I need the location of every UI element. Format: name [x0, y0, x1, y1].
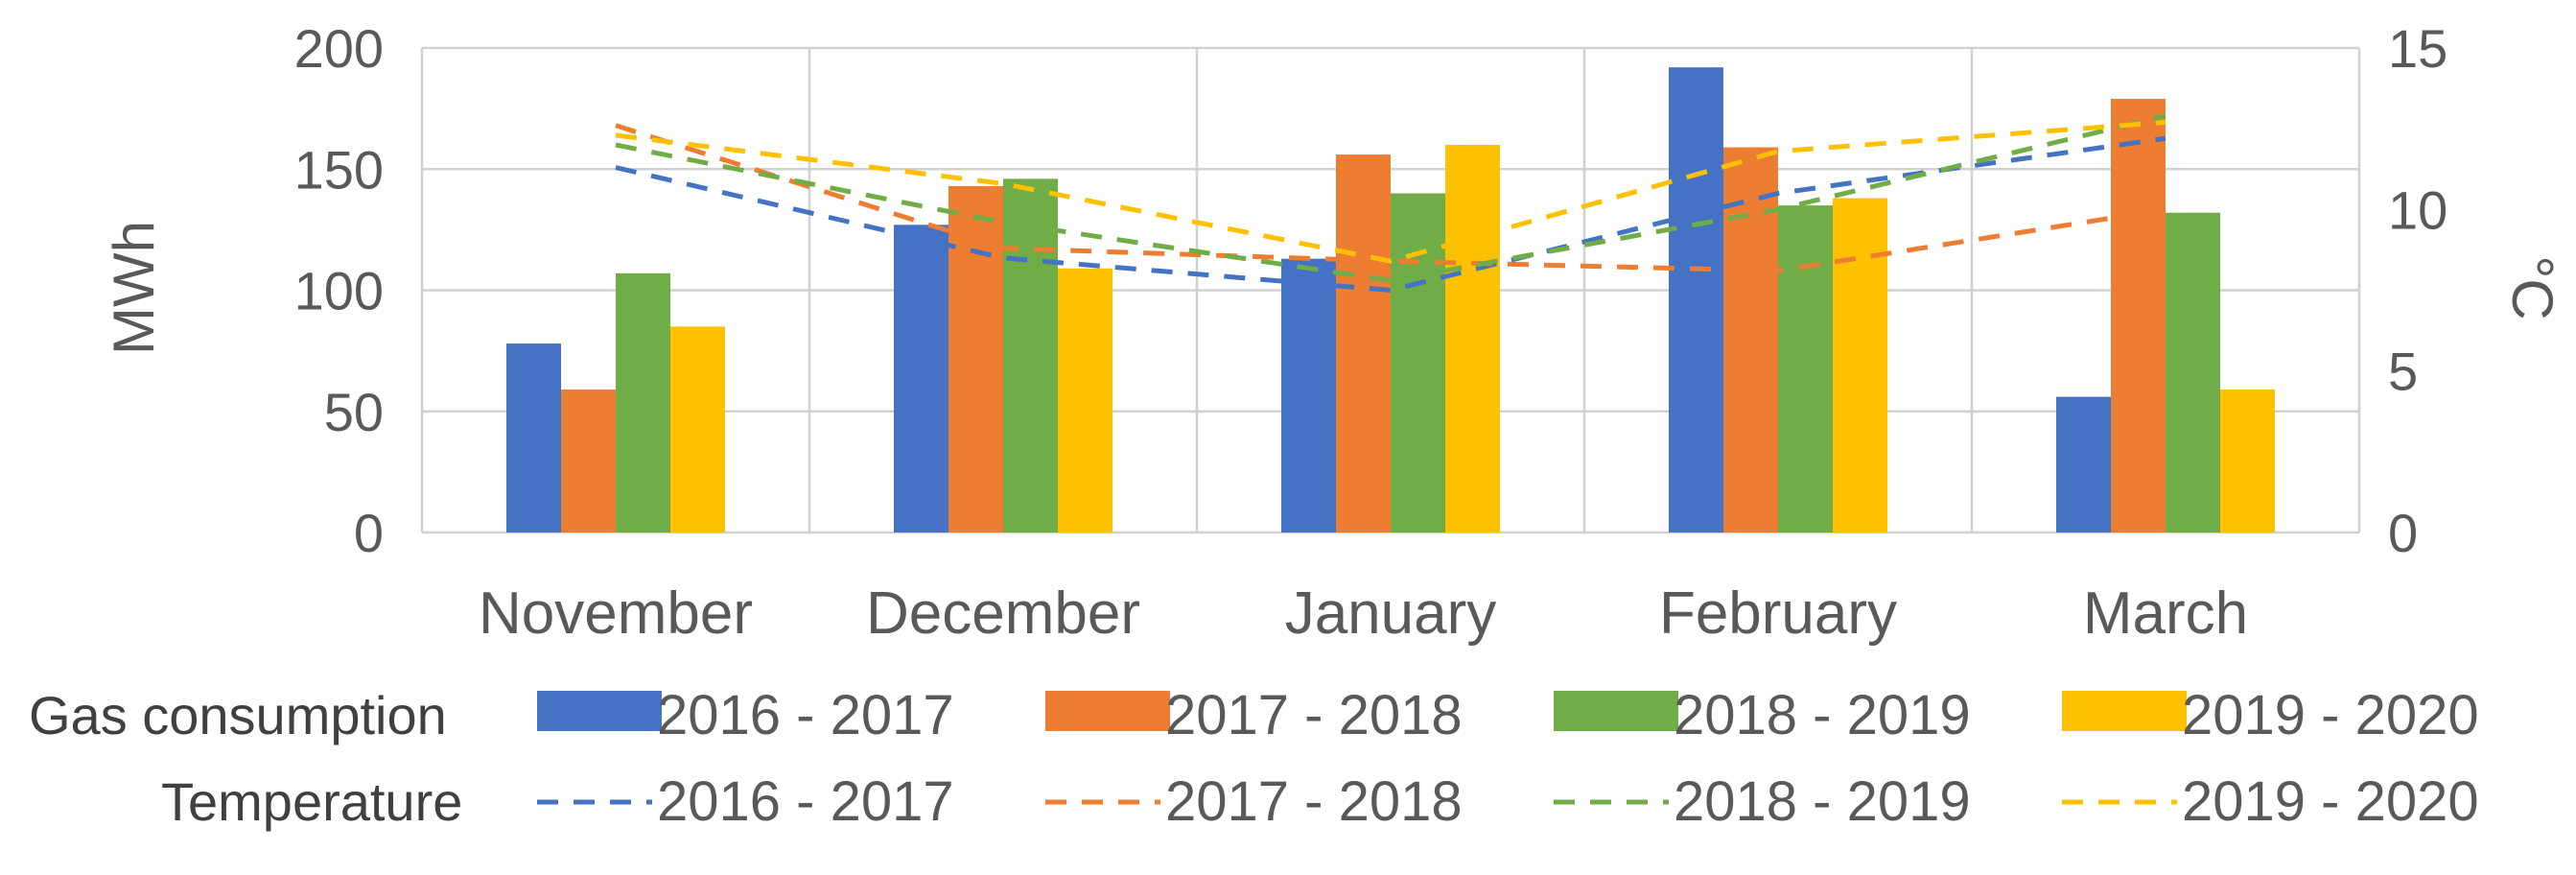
- y-axis-title: MWh: [102, 221, 166, 355]
- legend-bar-label: 2017 - 2018: [1165, 684, 1463, 746]
- y-tick-label: 100: [294, 261, 384, 321]
- y-tick-label: 150: [294, 139, 384, 200]
- y2-tick-label: 10: [2388, 179, 2447, 240]
- legend-line-label: 2019 - 2020: [2182, 770, 2479, 833]
- legend-bar-label: 2019 - 2020: [2182, 684, 2479, 746]
- axes: 0 50 100 150 200 0 5 10 15 November December Januar…: [294, 18, 2448, 647]
- bar: [670, 326, 725, 532]
- legend-lines-title: Temperature: [161, 771, 462, 832]
- bar: [2166, 212, 2220, 532]
- legend-bar-label: 2016 - 2017: [657, 684, 954, 746]
- bar: [1003, 178, 1058, 532]
- bar: [1281, 258, 1336, 532]
- x-tick-label: January: [1285, 580, 1497, 647]
- temperature-line: [615, 135, 2166, 294]
- bar: [1445, 145, 1500, 532]
- legend-bars-title: Gas consumption: [29, 685, 447, 745]
- legend-bar-swatch: [537, 691, 662, 731]
- bar: [2220, 390, 2275, 532]
- legend: Gas consumption Temperature 2016 - 2017 2…: [29, 684, 2479, 833]
- temperature-line: [615, 113, 2166, 283]
- bar: [1058, 268, 1112, 532]
- y-tick-label: 0: [354, 503, 384, 563]
- temperature-line: [615, 119, 2166, 264]
- bar: [948, 185, 1003, 533]
- y2-tick-label: 15: [2388, 18, 2447, 79]
- bar: [506, 343, 561, 532]
- bar: [1669, 67, 1723, 532]
- bar: [2111, 99, 2166, 533]
- x-tick-label: February: [1659, 580, 1897, 647]
- legend-line-label: 2018 - 2019: [1674, 770, 1971, 833]
- legend-line-label: 2016 - 2017: [657, 770, 954, 833]
- x-tick-label: March: [2083, 580, 2248, 647]
- legend-bar-swatch: [2062, 691, 2187, 731]
- x-tick-label: December: [866, 580, 1140, 647]
- y2-tick-label: 0: [2388, 503, 2418, 563]
- bar: [1833, 198, 1887, 533]
- bars: [506, 67, 2275, 533]
- bar: [2056, 396, 2111, 532]
- y2-axis-title: °C: [2500, 255, 2564, 319]
- bar: [616, 272, 670, 532]
- bar: [1336, 154, 1391, 532]
- temperature-lines: [615, 113, 2166, 294]
- y-tick-label: 50: [324, 382, 384, 442]
- temperature-line: [615, 123, 2166, 273]
- y-tick-label: 200: [294, 18, 384, 79]
- legend-bar-swatch: [1554, 691, 1678, 731]
- bar: [1391, 193, 1445, 532]
- bar: [1778, 205, 1833, 532]
- bar: [561, 390, 616, 532]
- bar: [894, 225, 948, 532]
- legend-bar-swatch: [1045, 691, 1170, 731]
- x-tick-label: November: [479, 580, 753, 647]
- y2-tick-label: 5: [2388, 342, 2418, 402]
- legend-line-label: 2017 - 2018: [1165, 770, 1463, 833]
- legend-bar-label: 2018 - 2019: [1674, 684, 1971, 746]
